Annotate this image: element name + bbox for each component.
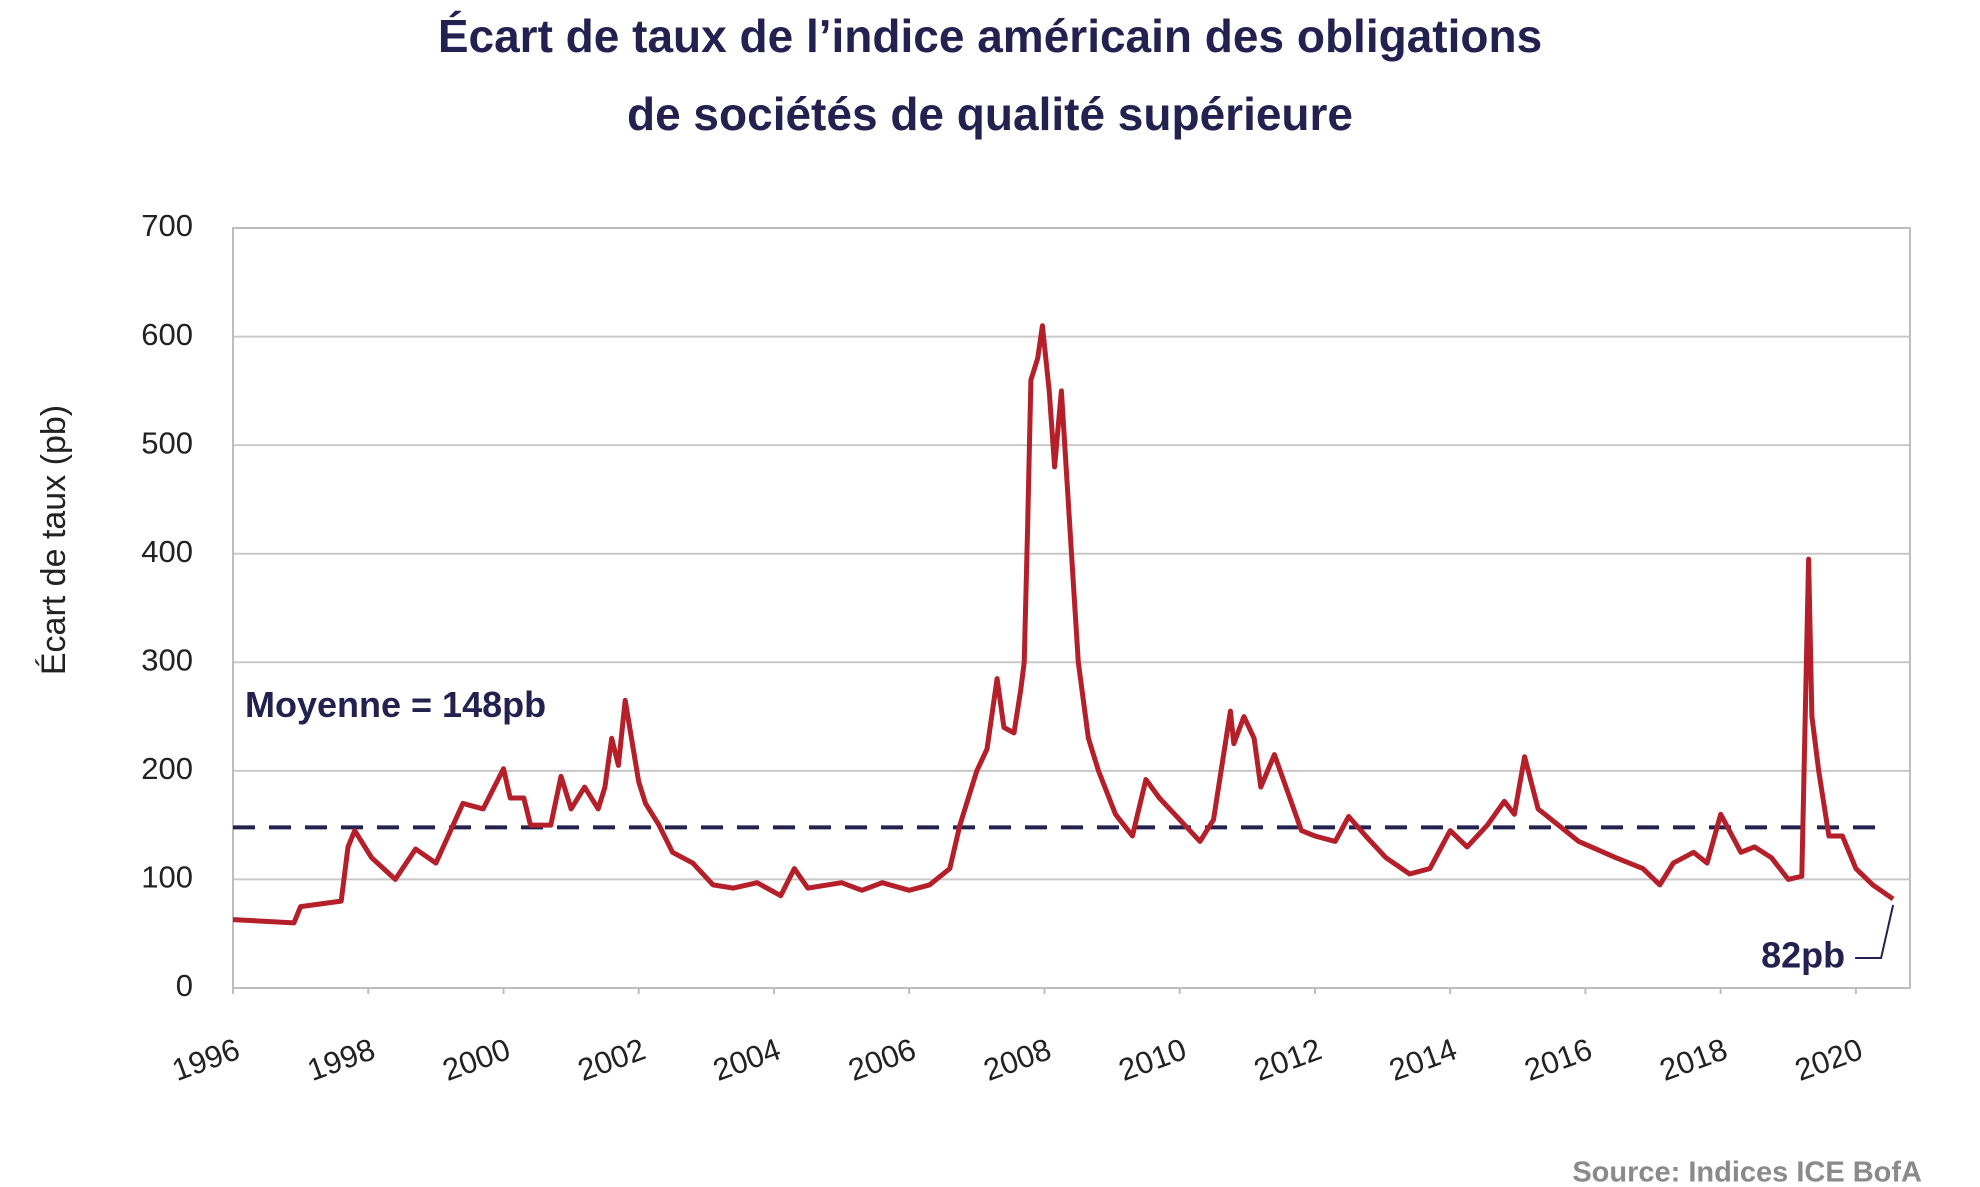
y-tick-label: 600 bbox=[141, 317, 193, 352]
x-tick-label: 2012 bbox=[1249, 1031, 1326, 1087]
end-label: 82pb bbox=[1761, 935, 1845, 976]
y-tick-label: 700 bbox=[141, 208, 193, 243]
y-tick-label: 200 bbox=[141, 751, 193, 786]
end-label-leader bbox=[1855, 904, 1895, 959]
y-tick-label: 0 bbox=[176, 968, 193, 1003]
y-axis-label: Écart de taux (pb) bbox=[35, 405, 73, 675]
chart-title: de sociétés de qualité supérieure bbox=[627, 88, 1353, 140]
source: Source: Indices ICE BofA bbox=[1572, 1157, 1922, 1187]
x-tick-label: 2006 bbox=[844, 1031, 921, 1087]
y-tick-label: 300 bbox=[141, 642, 193, 677]
x-tick-label: 2008 bbox=[979, 1031, 1056, 1087]
x-tick-label: 2018 bbox=[1655, 1031, 1732, 1087]
y-tick-label: 100 bbox=[141, 860, 193, 895]
y-tick-label: 500 bbox=[141, 425, 193, 460]
y-tick-label: 400 bbox=[141, 534, 193, 569]
x-tick-label: 2004 bbox=[708, 1031, 785, 1087]
series-line bbox=[232, 323, 1895, 926]
x-tick-label: 2002 bbox=[573, 1031, 650, 1087]
x-tick-label: 2014 bbox=[1385, 1031, 1462, 1087]
x-tick-label: 2020 bbox=[1790, 1031, 1867, 1087]
x-tick-label: 1998 bbox=[303, 1031, 380, 1087]
x-tick-label: 1996 bbox=[167, 1031, 244, 1087]
plot-frame bbox=[232, 227, 1911, 989]
x-tick-label: 2010 bbox=[1114, 1031, 1191, 1087]
x-tick-label: 2016 bbox=[1520, 1031, 1597, 1087]
x-tick-label: 2000 bbox=[438, 1031, 515, 1087]
chart-title: Écart de taux de l’indice américain des … bbox=[438, 10, 1542, 62]
mean-label: Moyenne = 148pb bbox=[245, 684, 546, 725]
